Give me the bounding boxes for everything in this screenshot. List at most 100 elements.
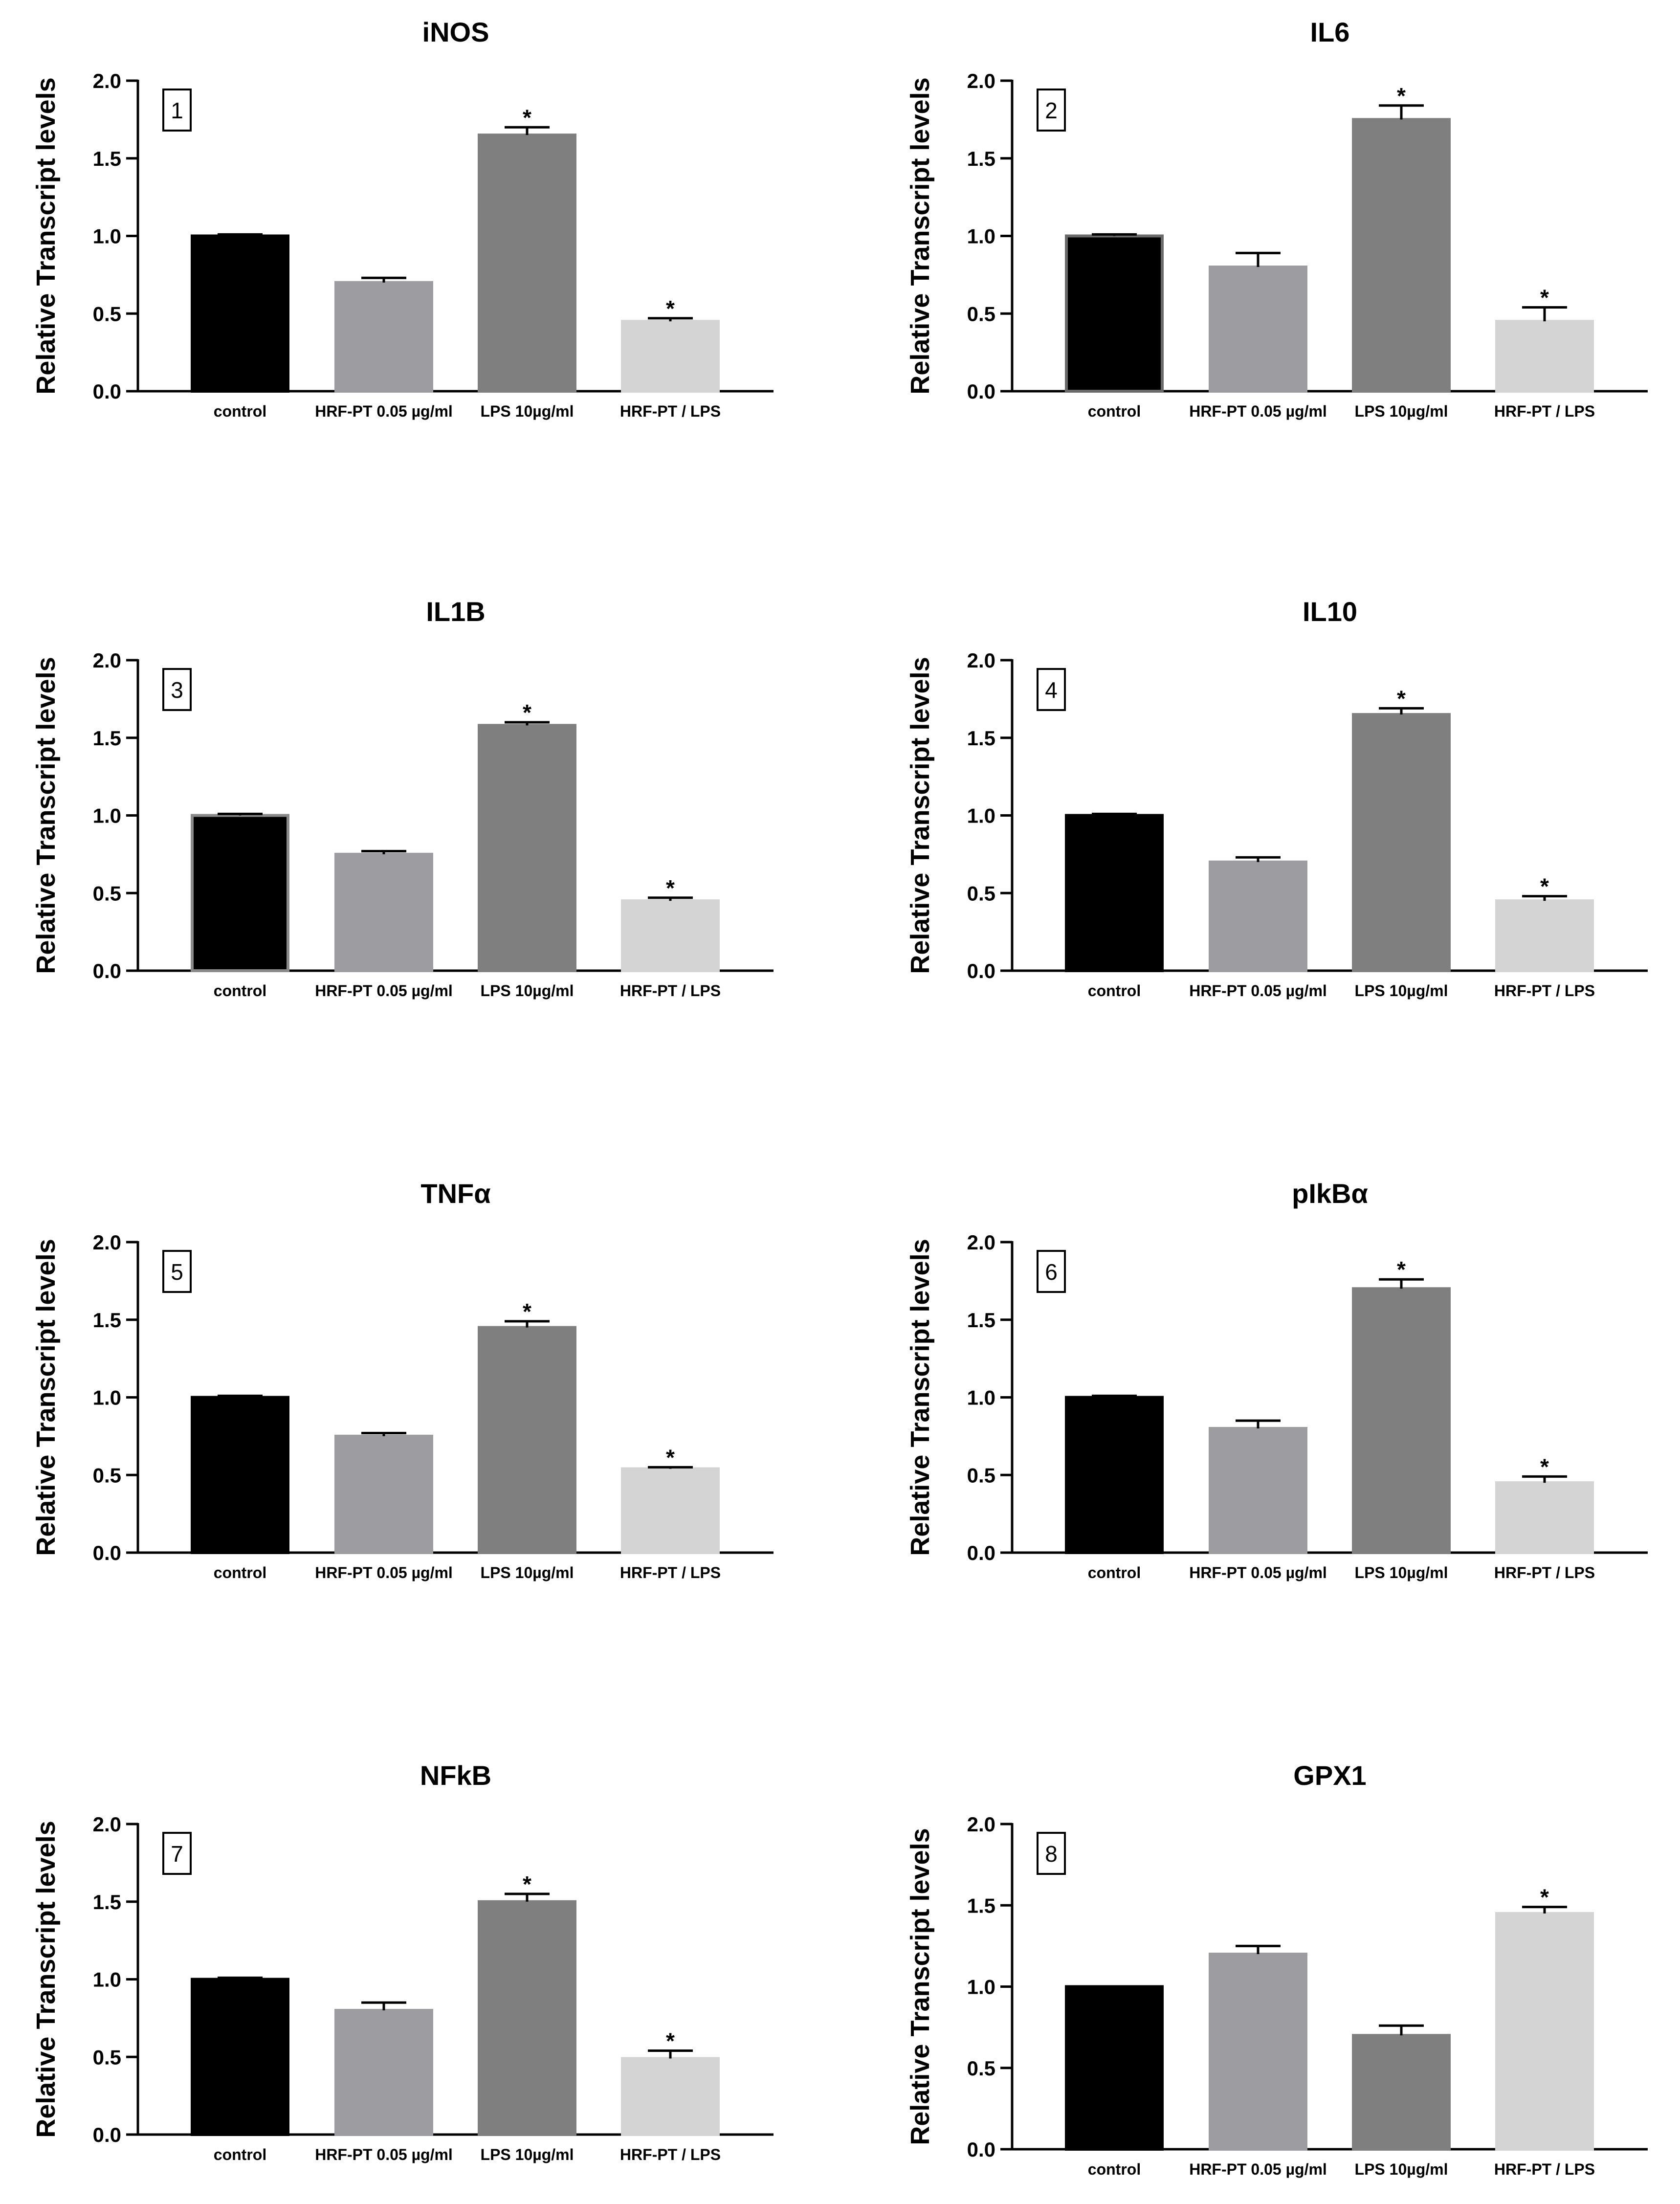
bar <box>478 724 576 972</box>
panel-label: 8 <box>1045 1841 1058 1867</box>
panel-label: 7 <box>171 1841 183 1867</box>
x-tick-label: control <box>1088 982 1141 1000</box>
panel-label: 4 <box>1045 677 1058 703</box>
chart-panel-5: TNFα Relative Transcript levels 0.0 0.5 1.0 1… <box>31 1178 774 1581</box>
y-tick-label: 1.0 <box>93 1386 121 1409</box>
x-tick-label: LPS 10µg/ml <box>1355 982 1448 1000</box>
chart-panel-2: IL6 Relative Transcript levels 0.0 0.5 1.0 1.… <box>906 17 1648 420</box>
chart-panel-8: GPX1 Relative Transcript levels 0.0 0.5 1.0 1… <box>906 1760 1648 2178</box>
bar <box>1352 2034 1451 2151</box>
x-tick-label: LPS 10µg/ml <box>481 982 574 1000</box>
significance-marker: * <box>1397 686 1406 711</box>
y-tick-label: 1.5 <box>967 1309 995 1332</box>
y-axis-label: Relative Transcript levels <box>31 657 61 974</box>
bar <box>1065 1396 1164 1554</box>
y-tick-label: 2.0 <box>93 1231 121 1254</box>
panel-label-box <box>1037 1250 1066 1293</box>
chart-title: pIkBα <box>1292 1178 1368 1209</box>
panel-label: 6 <box>1045 1259 1058 1285</box>
panel-label: 1 <box>171 98 183 123</box>
y-tick-label: 0.5 <box>93 882 121 905</box>
significance-marker: * <box>1397 1257 1406 1282</box>
y-tick-label: 1.0 <box>93 225 121 248</box>
y-axis-label: Relative Transcript levels <box>906 1239 935 1556</box>
bar <box>478 134 576 393</box>
bar <box>621 899 720 972</box>
bar <box>1065 234 1164 393</box>
y-tick-label: 0.0 <box>93 959 121 982</box>
y-axis-label: Relative Transcript levels <box>31 1239 61 1556</box>
significance-marker: * <box>523 700 531 725</box>
bar <box>1495 1912 1594 2151</box>
bar <box>1065 1985 1164 2151</box>
bar <box>621 1467 720 1555</box>
panel-label: 3 <box>171 677 183 703</box>
y-tick-label: 2.0 <box>967 69 995 92</box>
y-tick-label: 0.0 <box>967 380 995 403</box>
y-tick-label: 0.5 <box>967 2057 995 2080</box>
y-axis-label: Relative Transcript levels <box>906 77 935 394</box>
y-tick-label: 0.5 <box>967 882 995 905</box>
chart-title: iNOS <box>422 17 489 47</box>
chart-panel-1: iNOS Relative Transcript levels 0.0 0.5 1.0 1… <box>31 17 774 420</box>
x-tick-label: HRF-PT 0.05 µg/ml <box>315 1564 453 1581</box>
panel-label-box <box>1037 668 1066 711</box>
y-tick-label: 0.5 <box>967 302 995 325</box>
bar <box>1209 860 1307 972</box>
significance-marker: * <box>1540 285 1549 311</box>
x-tick-label: HRF-PT / LPS <box>1494 982 1595 1000</box>
bar <box>1209 1427 1307 1554</box>
bar <box>1495 899 1594 972</box>
chart-title: IL10 <box>1303 596 1357 627</box>
y-tick-label: 1.0 <box>93 1968 121 1991</box>
y-tick-label: 1.0 <box>967 225 995 248</box>
x-tick-label: HRF-PT 0.05 µg/ml <box>315 982 453 1000</box>
y-tick-label: 2.0 <box>967 1813 995 1836</box>
y-tick-label: 2.0 <box>93 1813 121 1836</box>
panel-label: 2 <box>1045 98 1058 123</box>
y-tick-label: 1.5 <box>967 147 995 170</box>
panel-label-box <box>162 89 192 132</box>
bar <box>1065 814 1164 972</box>
y-tick-label: 0.0 <box>967 2138 995 2161</box>
x-tick-label: control <box>214 982 266 1000</box>
panel-label: 5 <box>171 1259 183 1285</box>
bar <box>1495 320 1594 393</box>
significance-marker: * <box>1540 1454 1549 1479</box>
significance-marker: * <box>666 875 675 901</box>
bar <box>1352 713 1451 972</box>
y-tick-label: 0.5 <box>93 302 121 325</box>
x-tick-label: HRF-PT 0.05 µg/ml <box>1189 402 1327 420</box>
bar <box>334 2009 433 2136</box>
x-tick-label: LPS 10µg/ml <box>481 2146 574 2163</box>
significance-marker: * <box>523 105 531 130</box>
bar <box>334 281 433 393</box>
panel-label-box <box>162 1250 192 1293</box>
chart-title: TNFα <box>420 1178 490 1209</box>
x-tick-label: control <box>214 1564 266 1581</box>
panel-label-box <box>162 1832 192 1875</box>
bar <box>191 814 289 972</box>
y-axis-label: Relative Transcript levels <box>31 77 61 394</box>
significance-marker: * <box>523 1299 531 1324</box>
x-tick-label: control <box>1088 402 1141 420</box>
y-tick-label: 1.5 <box>967 727 995 750</box>
y-tick-label: 1.0 <box>967 1386 995 1409</box>
x-tick-label: LPS 10µg/ml <box>1355 1564 1448 1581</box>
x-tick-label: LPS 10µg/ml <box>481 1564 574 1581</box>
x-tick-label: control <box>1088 2160 1141 2178</box>
panel-label-box <box>1037 89 1066 132</box>
y-tick-label: 2.0 <box>93 69 121 92</box>
bar <box>334 1434 433 1554</box>
significance-marker: * <box>666 2028 675 2054</box>
y-axis-label: Relative Transcript levels <box>906 1828 935 2145</box>
chart-panel-7: NFkB Relative Transcript levels 0.0 0.5 1.0 1… <box>31 1760 774 2163</box>
x-tick-label: HRF-PT 0.05 µg/ml <box>315 402 453 420</box>
chart-title: IL1B <box>426 596 485 627</box>
chart-panel-3: IL1B Relative Transcript levels 0.0 0.5 1.0 1… <box>31 596 774 1000</box>
bar <box>1352 118 1451 393</box>
bar <box>1495 1481 1594 1554</box>
chart-panel-4: IL10 Relative Transcript levels 0.0 0.5 1.0 1… <box>906 596 1648 1000</box>
bar <box>478 1900 576 2136</box>
